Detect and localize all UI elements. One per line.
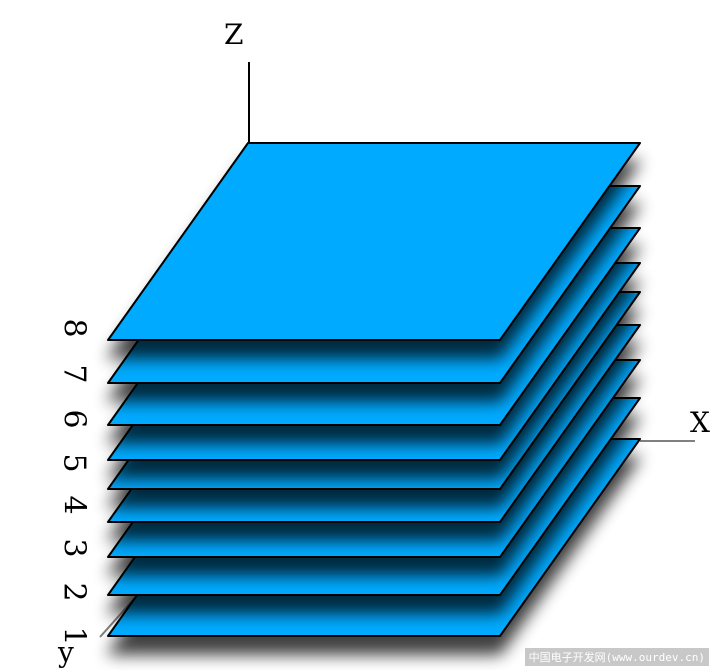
plate-top	[107, 142, 641, 341]
layer-number-8: 8	[57, 318, 92, 337]
layer-number-7: 7	[57, 364, 92, 383]
layer-number-6: 6	[57, 409, 92, 428]
layer-number-labels: 1 2 3 4 5 6 7 8	[57, 318, 92, 645]
layer-number-1: 1	[57, 626, 92, 645]
layer-number-3: 3	[57, 538, 92, 557]
layer-number-4: 4	[57, 495, 92, 514]
layer-number-5: 5	[57, 453, 92, 472]
z-axis-label: Z	[224, 18, 243, 51]
y-axis-label: y	[57, 636, 74, 669]
watermark: 中国电子开发网(www.ourdev.cn)	[524, 648, 709, 666]
plate-stack	[107, 142, 641, 637]
layer-number-2: 2	[57, 582, 92, 601]
x-axis-label: X	[690, 406, 710, 439]
